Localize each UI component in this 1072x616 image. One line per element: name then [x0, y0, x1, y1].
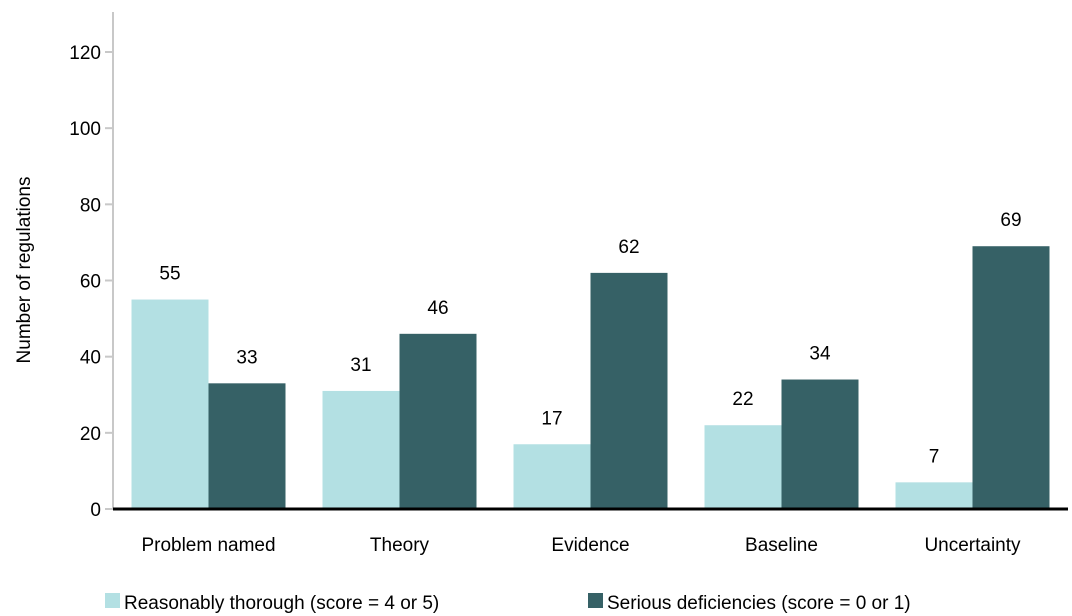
- data-label: 17: [541, 408, 562, 429]
- bar-thorough: [704, 425, 782, 509]
- y-tick-label: 40: [80, 348, 101, 369]
- legend: Reasonably thorough (score = 4 or 5) Seri…: [105, 593, 911, 614]
- data-label: 22: [732, 389, 753, 410]
- bar-deficient: [399, 333, 477, 509]
- bar-thorough: [513, 444, 591, 509]
- data-label: 34: [809, 344, 831, 365]
- x-category-label: Problem named: [141, 535, 275, 556]
- x-category-label: Theory: [370, 535, 430, 556]
- y-tick-label: 120: [69, 43, 101, 64]
- bars: 55 31 17 22 7 33 46 62 34 69: [131, 210, 1050, 509]
- y-tick-label: 100: [69, 119, 101, 140]
- y-tick-label: 20: [80, 424, 101, 445]
- y-tick-label: 0: [90, 500, 101, 521]
- data-label: 69: [1000, 210, 1021, 231]
- x-category-label: Baseline: [745, 535, 818, 556]
- data-label: 7: [929, 446, 940, 467]
- x-category-label: Evidence: [551, 535, 629, 556]
- bar-deficient: [590, 272, 668, 509]
- y-axis-title: Number of regulations: [14, 177, 35, 364]
- data-label: 31: [350, 355, 371, 376]
- legend-swatch: [105, 593, 120, 608]
- data-label: 55: [159, 264, 180, 285]
- y-axis: 0 20 40 60 80 100 120: [69, 12, 114, 521]
- bar-thorough: [322, 390, 400, 509]
- x-category-label: Uncertainty: [924, 535, 1021, 556]
- legend-swatch: [588, 593, 603, 608]
- bar-deficient: [781, 379, 859, 509]
- data-label: 46: [427, 298, 448, 319]
- x-axis: Problem named Theory Evidence Baseline Uncer…: [113, 507, 1068, 556]
- bar-thorough: [895, 482, 973, 509]
- bar-thorough: [131, 299, 209, 509]
- data-label: 62: [618, 237, 639, 258]
- data-label: 33: [236, 347, 257, 368]
- y-tick-label: 80: [80, 195, 101, 216]
- bar-deficient: [972, 246, 1050, 509]
- bar-deficient: [208, 383, 286, 509]
- legend-label: Serious deficiencies (score = 0 or 1): [607, 593, 911, 614]
- y-tick-label: 60: [80, 272, 101, 293]
- legend-label: Reasonably thorough (score = 4 or 5): [124, 593, 439, 614]
